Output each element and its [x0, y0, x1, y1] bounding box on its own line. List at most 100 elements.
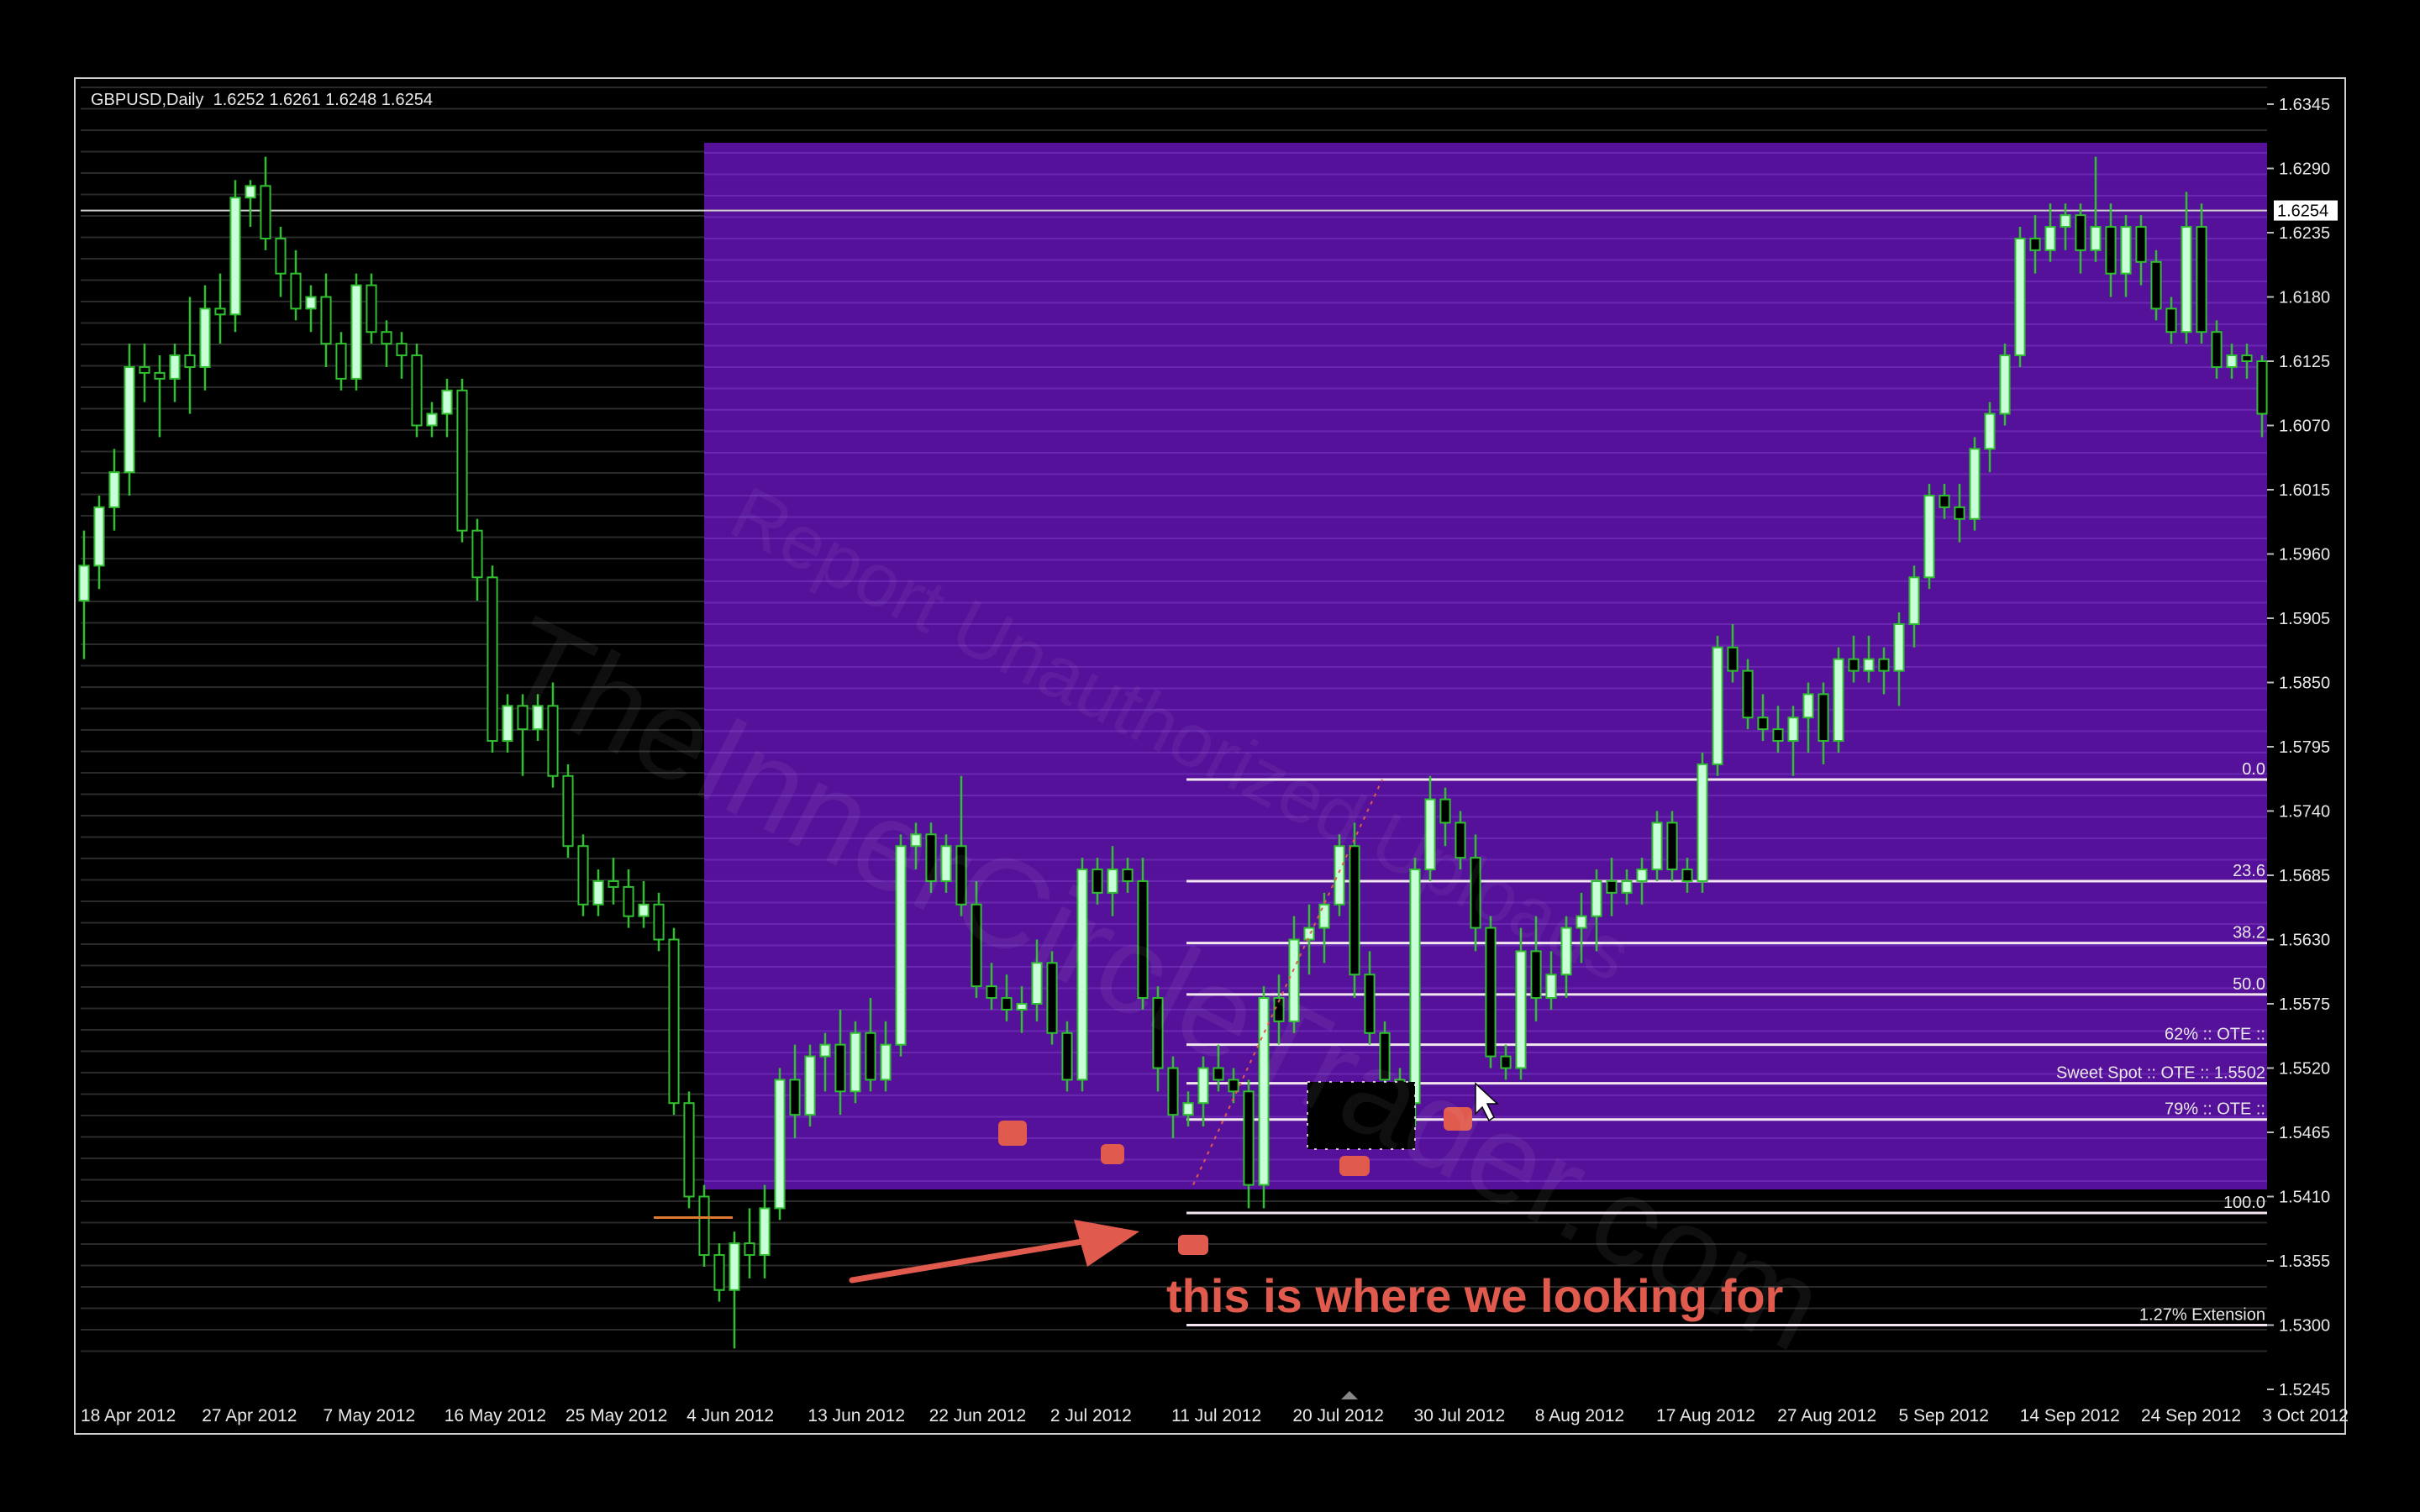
selection-box[interactable] [1307, 1081, 1416, 1150]
bear-candle[interactable] [1243, 1090, 1255, 1186]
bear-candle[interactable] [1439, 798, 1451, 824]
bull-candle[interactable] [804, 1055, 816, 1116]
bear-candle[interactable] [366, 284, 377, 333]
bear-candle[interactable] [1848, 658, 1860, 672]
bear-candle[interactable] [1470, 857, 1481, 929]
bear-candle[interactable] [683, 1102, 695, 1198]
bear-candle[interactable] [577, 845, 589, 906]
bear-candle[interactable] [1818, 693, 1829, 743]
bear-candle[interactable] [925, 833, 937, 882]
bear-candle[interactable] [1379, 1032, 1391, 1081]
bull-candle[interactable] [124, 365, 135, 474]
bear-candle[interactable] [1757, 717, 1769, 731]
bear-candle[interactable] [290, 272, 302, 310]
bull-candle[interactable] [1424, 798, 1436, 871]
bull-candle[interactable] [2120, 226, 2132, 275]
bear-candle[interactable] [668, 938, 680, 1105]
bull-candle[interactable] [93, 506, 105, 567]
bear-candle[interactable] [713, 1254, 725, 1291]
bear-candle[interactable] [1939, 494, 1950, 508]
bull-candle[interactable] [1697, 763, 1708, 882]
bear-candle[interactable] [320, 296, 332, 345]
bear-candle[interactable] [1046, 962, 1058, 1034]
bear-candle[interactable] [789, 1079, 801, 1116]
bear-candle[interactable] [1742, 669, 1754, 719]
bear-candle[interactable] [396, 343, 408, 357]
bear-candle[interactable] [1772, 728, 1784, 743]
bull-candle[interactable] [1969, 448, 1981, 520]
bear-candle[interactable] [623, 885, 634, 917]
bull-candle[interactable] [108, 471, 120, 508]
bull-candle[interactable] [2090, 226, 2102, 251]
bear-candle[interactable] [1137, 879, 1149, 1000]
bull-candle[interactable] [1560, 927, 1572, 976]
x-scroll-marker-icon[interactable] [1341, 1391, 1358, 1399]
bear-candle[interactable] [471, 529, 483, 579]
bull-candle[interactable] [940, 845, 952, 882]
bear-candle[interactable] [1666, 822, 1678, 871]
bull-candle[interactable] [2014, 237, 2026, 357]
bull-candle[interactable] [880, 1043, 892, 1081]
bear-candle[interactable] [1167, 1067, 1179, 1116]
bull-candle[interactable] [532, 705, 544, 731]
bull-candle[interactable] [229, 197, 241, 316]
bull-candle[interactable] [1182, 1102, 1194, 1116]
bear-candle[interactable] [955, 845, 967, 906]
bull-candle[interactable] [2060, 214, 2071, 228]
bull-candle[interactable] [1908, 576, 1920, 625]
bull-candle[interactable] [1576, 915, 1587, 929]
bear-candle[interactable] [1152, 997, 1164, 1069]
bear-candle[interactable] [2196, 226, 2207, 333]
bull-candle[interactable] [1833, 658, 1844, 743]
bear-candle[interactable] [562, 774, 574, 848]
bear-candle[interactable] [834, 1043, 846, 1093]
bear-candle[interactable] [381, 331, 392, 345]
bear-candle[interactable] [411, 354, 423, 427]
bull-candle[interactable] [1545, 974, 1557, 1000]
bear-candle[interactable] [487, 576, 498, 743]
bull-candle[interactable] [2181, 226, 2192, 333]
bear-candle[interactable] [2241, 354, 2253, 362]
bull-candle[interactable] [759, 1207, 771, 1257]
bear-candle[interactable] [517, 705, 529, 731]
bear-candle[interactable] [1530, 950, 1542, 1000]
bull-candle[interactable] [1334, 845, 1345, 906]
bear-candle[interactable] [1455, 822, 1466, 859]
bull-candle[interactable] [1031, 962, 1043, 1005]
bull-candle[interactable] [1076, 869, 1088, 1081]
bull-candle[interactable] [2044, 226, 2056, 251]
bull-candle[interactable] [1863, 658, 1875, 672]
bull-candle[interactable] [502, 705, 513, 743]
bear-candle[interactable] [1213, 1067, 1224, 1081]
bear-candle[interactable] [547, 705, 559, 777]
bull-candle[interactable] [910, 833, 922, 848]
bear-candle[interactable] [608, 879, 619, 888]
bear-candle[interactable] [214, 307, 226, 316]
bull-candle[interactable] [2226, 354, 2238, 368]
bull-candle[interactable] [245, 185, 256, 199]
bear-candle[interactable] [1364, 974, 1376, 1034]
bear-candle[interactable] [2150, 260, 2162, 310]
bear-candle[interactable] [1061, 1032, 1073, 1081]
bull-candle[interactable] [1636, 869, 1648, 882]
bear-candle[interactable] [456, 389, 468, 532]
bear-candle[interactable] [653, 903, 665, 941]
bear-candle[interactable] [2211, 331, 2223, 368]
bull-candle[interactable] [1787, 717, 1799, 743]
bull-candle[interactable] [592, 879, 604, 906]
bull-candle[interactable] [441, 389, 453, 415]
bear-candle[interactable] [1273, 997, 1285, 1022]
bull-candle[interactable] [305, 296, 317, 310]
bear-candle[interactable] [2165, 307, 2177, 333]
bull-candle[interactable] [1318, 903, 1330, 929]
bear-candle[interactable] [2135, 226, 2147, 263]
bear-candle[interactable] [1606, 879, 1618, 894]
bear-candle[interactable] [260, 185, 271, 239]
bull-candle[interactable] [1107, 869, 1118, 894]
bull-candle[interactable] [774, 1079, 786, 1210]
bull-candle[interactable] [78, 564, 90, 602]
bear-candle[interactable] [698, 1195, 710, 1257]
bull-candle[interactable] [350, 284, 362, 380]
bull-candle[interactable] [169, 354, 181, 380]
